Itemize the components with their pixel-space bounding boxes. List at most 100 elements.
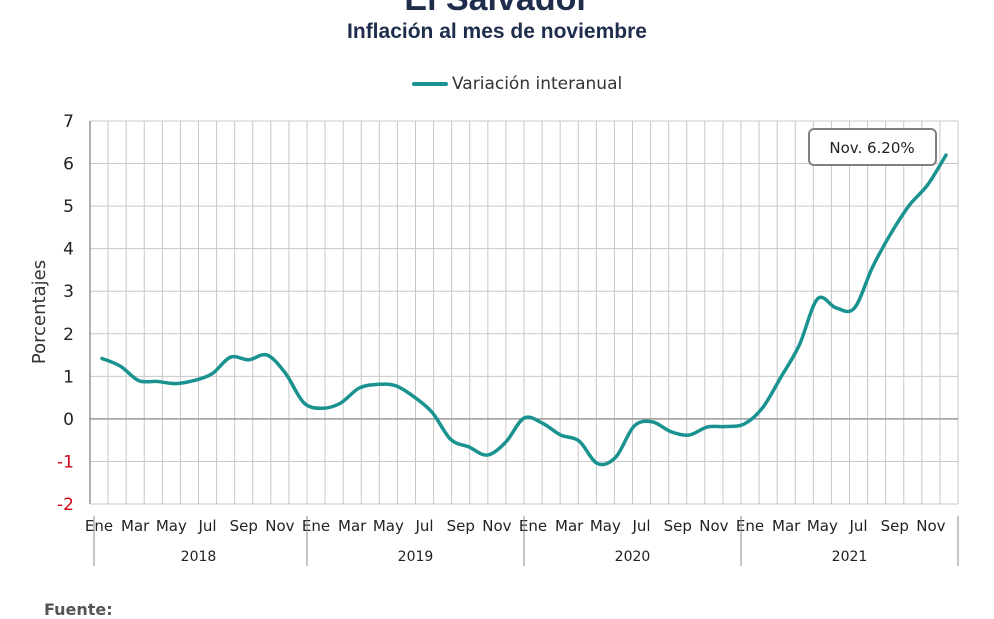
y-tick-label: -1 (57, 452, 74, 472)
x-year-label: 2018 (181, 549, 217, 565)
x-tick-label: Nov (916, 517, 945, 535)
data-point (376, 383, 378, 385)
data-point (248, 359, 250, 361)
y-tick-label: 5 (63, 197, 74, 217)
x-tick-label: Jul (197, 517, 216, 535)
y-tick-label: 3 (63, 282, 74, 302)
x-tick-label: Mar (555, 517, 584, 535)
data-point (339, 402, 341, 404)
data-point (835, 307, 837, 309)
x-year-label: 2019 (398, 549, 434, 565)
data-point (706, 426, 708, 428)
data-point (578, 440, 580, 442)
data-point (615, 456, 617, 458)
data-point (559, 434, 561, 436)
annotation-label: Nov. 6.20% (829, 139, 914, 157)
annotation-box (808, 128, 937, 166)
data-point (523, 417, 525, 419)
data-point (761, 407, 763, 409)
data-point (688, 434, 690, 436)
series-line (100, 153, 948, 467)
x-tick-label: Ene (302, 517, 330, 535)
y-axis-label: Porcentajes (29, 260, 50, 364)
x-tick-label: Sep (447, 517, 475, 535)
legend-label: Variación interanual (452, 74, 623, 94)
data-point (743, 423, 745, 425)
data-point (468, 446, 470, 448)
legend-swatch (412, 82, 448, 86)
source-label: Fuente: (44, 600, 113, 619)
data-point (119, 365, 121, 367)
x-tick-label: May (807, 517, 838, 535)
chart-title: El Salvador (0, 0, 994, 19)
data-point (137, 379, 139, 381)
x-tick-label: Ene (519, 517, 547, 535)
x-year-label: 2021 (832, 549, 868, 565)
x-tick-label: Nov (482, 517, 511, 535)
data-point (193, 379, 195, 381)
data-point (156, 380, 158, 382)
data-point (633, 425, 635, 427)
data-point (358, 387, 360, 389)
data-point (101, 357, 103, 359)
x-tick-label: Ene (736, 517, 764, 535)
data-point (229, 356, 231, 358)
data-point (394, 384, 396, 386)
y-tick-label: 1 (63, 367, 74, 387)
data-point (890, 232, 892, 234)
value-annotation: Nov. 6.20% (808, 128, 937, 166)
y-tick-label: 6 (63, 155, 74, 175)
x-year-label: 2020 (615, 549, 651, 565)
x-tick-label: Nov (265, 517, 294, 535)
x-tick-label: Ene (85, 517, 113, 535)
legend: Variación interanual (412, 74, 622, 94)
grid-lines (89, 120, 959, 505)
x-tick-label: May (373, 517, 404, 535)
data-point (413, 396, 415, 398)
data-point (596, 462, 598, 464)
data-point (926, 184, 928, 186)
x-tick-label: Mar (121, 517, 150, 535)
data-point (945, 154, 947, 156)
y-axis-ticks: -2 -1 0 1 2 3 4 5 6 7 (57, 112, 74, 515)
x-tick-label: May (590, 517, 621, 535)
x-axis: Ene Mar May Jul Sep Nov 2018 Ene Mar May Jul Sep Nov… (85, 516, 959, 566)
data-point (504, 441, 506, 443)
x-tick-label: Sep (881, 517, 909, 535)
x-tick-label: Mar (772, 517, 801, 535)
data-point (303, 402, 305, 404)
y-tick-label: 0 (63, 410, 74, 430)
chart-subtitle: Inflación al mes de noviembre (347, 20, 647, 43)
data-point (211, 373, 213, 375)
data-point (816, 298, 818, 300)
x-tick-label: Jul (631, 517, 650, 535)
x-tick-label: May (156, 517, 187, 535)
data-point (431, 411, 433, 413)
data-point (725, 425, 727, 427)
data-point (780, 376, 782, 378)
data-point (871, 266, 873, 268)
data-point (486, 454, 488, 456)
data-point (651, 421, 653, 423)
data-point (449, 438, 451, 440)
y-tick-label: 7 (63, 112, 74, 132)
data-point (853, 307, 855, 309)
series-group (100, 153, 948, 467)
data-point (541, 422, 543, 424)
data-point (174, 382, 176, 384)
x-tick-label: Mar (338, 517, 367, 535)
x-tick-label: Sep (230, 517, 258, 535)
data-point (266, 354, 268, 356)
data-point (284, 372, 286, 374)
y-tick-label: 4 (63, 240, 74, 260)
data-point (798, 344, 800, 346)
x-tick-label: Nov (699, 517, 728, 535)
data-point (321, 407, 323, 409)
x-tick-label: Sep (664, 517, 692, 535)
y-tick-label: -2 (57, 495, 74, 515)
data-point (908, 204, 910, 206)
x-tick-label: Jul (414, 517, 433, 535)
y-tick-label: 2 (63, 325, 74, 345)
x-tick-label: Jul (848, 517, 867, 535)
